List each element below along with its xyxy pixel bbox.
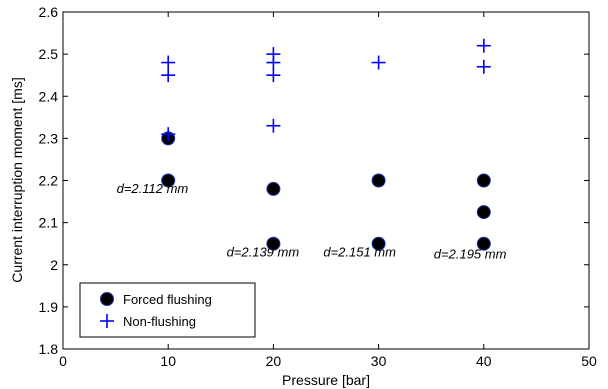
y-tick-label: 2 (50, 257, 58, 273)
legend-label-non-flushing: Non-flushing (123, 314, 196, 329)
x-tick-label: 10 (160, 353, 176, 369)
diameter-annotation: d=2.139 mm (227, 244, 300, 259)
annotations: d=2.112 mm d=2.139 mm d=2.151 mm d=2.195 mm (117, 181, 507, 261)
point-non-flushing (161, 68, 176, 83)
legend-box (79, 282, 256, 338)
point-non-flushing (161, 127, 176, 142)
x-tick-label: 50 (581, 353, 597, 369)
y-tick-label: 2.5 (39, 46, 59, 62)
point-forced-flushing (371, 173, 386, 188)
point-non-flushing (476, 59, 491, 74)
point-forced-flushing (161, 173, 176, 188)
point-non-flushing (476, 38, 491, 53)
x-tick-label: 40 (476, 353, 492, 369)
x-axis: 0 10 20 30 40 50 (59, 12, 597, 369)
point-forced-flushing (371, 236, 386, 251)
y-axis: 1.8 1.9 2 2.1 2.2 2.3 2.4 2.5 2.6 (39, 4, 589, 357)
point-forced-flushing (476, 236, 491, 251)
legend-label-forced-flushing: Forced flushing (123, 292, 212, 307)
x-tick-label: 0 (59, 353, 67, 369)
point-non-flushing (371, 55, 386, 70)
y-tick-label: 2.1 (39, 215, 59, 231)
y-tick-label: 1.8 (39, 341, 59, 357)
y-tick-label: 1.9 (39, 299, 59, 315)
point-forced-flushing (476, 205, 491, 220)
point-forced-flushing (266, 236, 281, 251)
x-axis-label: Pressure [bar] (282, 372, 370, 388)
y-tick-label: 2.4 (39, 88, 59, 104)
x-tick-label: 20 (266, 353, 282, 369)
data-series (161, 38, 491, 251)
y-tick-label: 2.6 (39, 4, 59, 20)
point-non-flushing (266, 118, 281, 133)
x-tick-label: 30 (371, 353, 387, 369)
point-non-flushing (266, 68, 281, 83)
legend: Forced flushing Non-flushing (79, 282, 256, 338)
point-forced-flushing (266, 181, 281, 196)
diameter-annotation: d=2.195 mm (434, 246, 507, 261)
legend-marker-forced-flushing (100, 292, 114, 306)
diameter-annotation: d=2.151 mm (323, 244, 396, 259)
y-tick-label: 2.2 (39, 173, 59, 189)
legend-marker-non-flushing (100, 314, 114, 328)
point-non-flushing (161, 55, 176, 70)
point-forced-flushing (476, 173, 491, 188)
y-tick-label: 2.3 (39, 130, 59, 146)
y-axis-label: Current interruption moment [ms] (9, 77, 25, 282)
diameter-annotation: d=2.112 mm (117, 181, 189, 196)
point-non-flushing (266, 55, 281, 70)
